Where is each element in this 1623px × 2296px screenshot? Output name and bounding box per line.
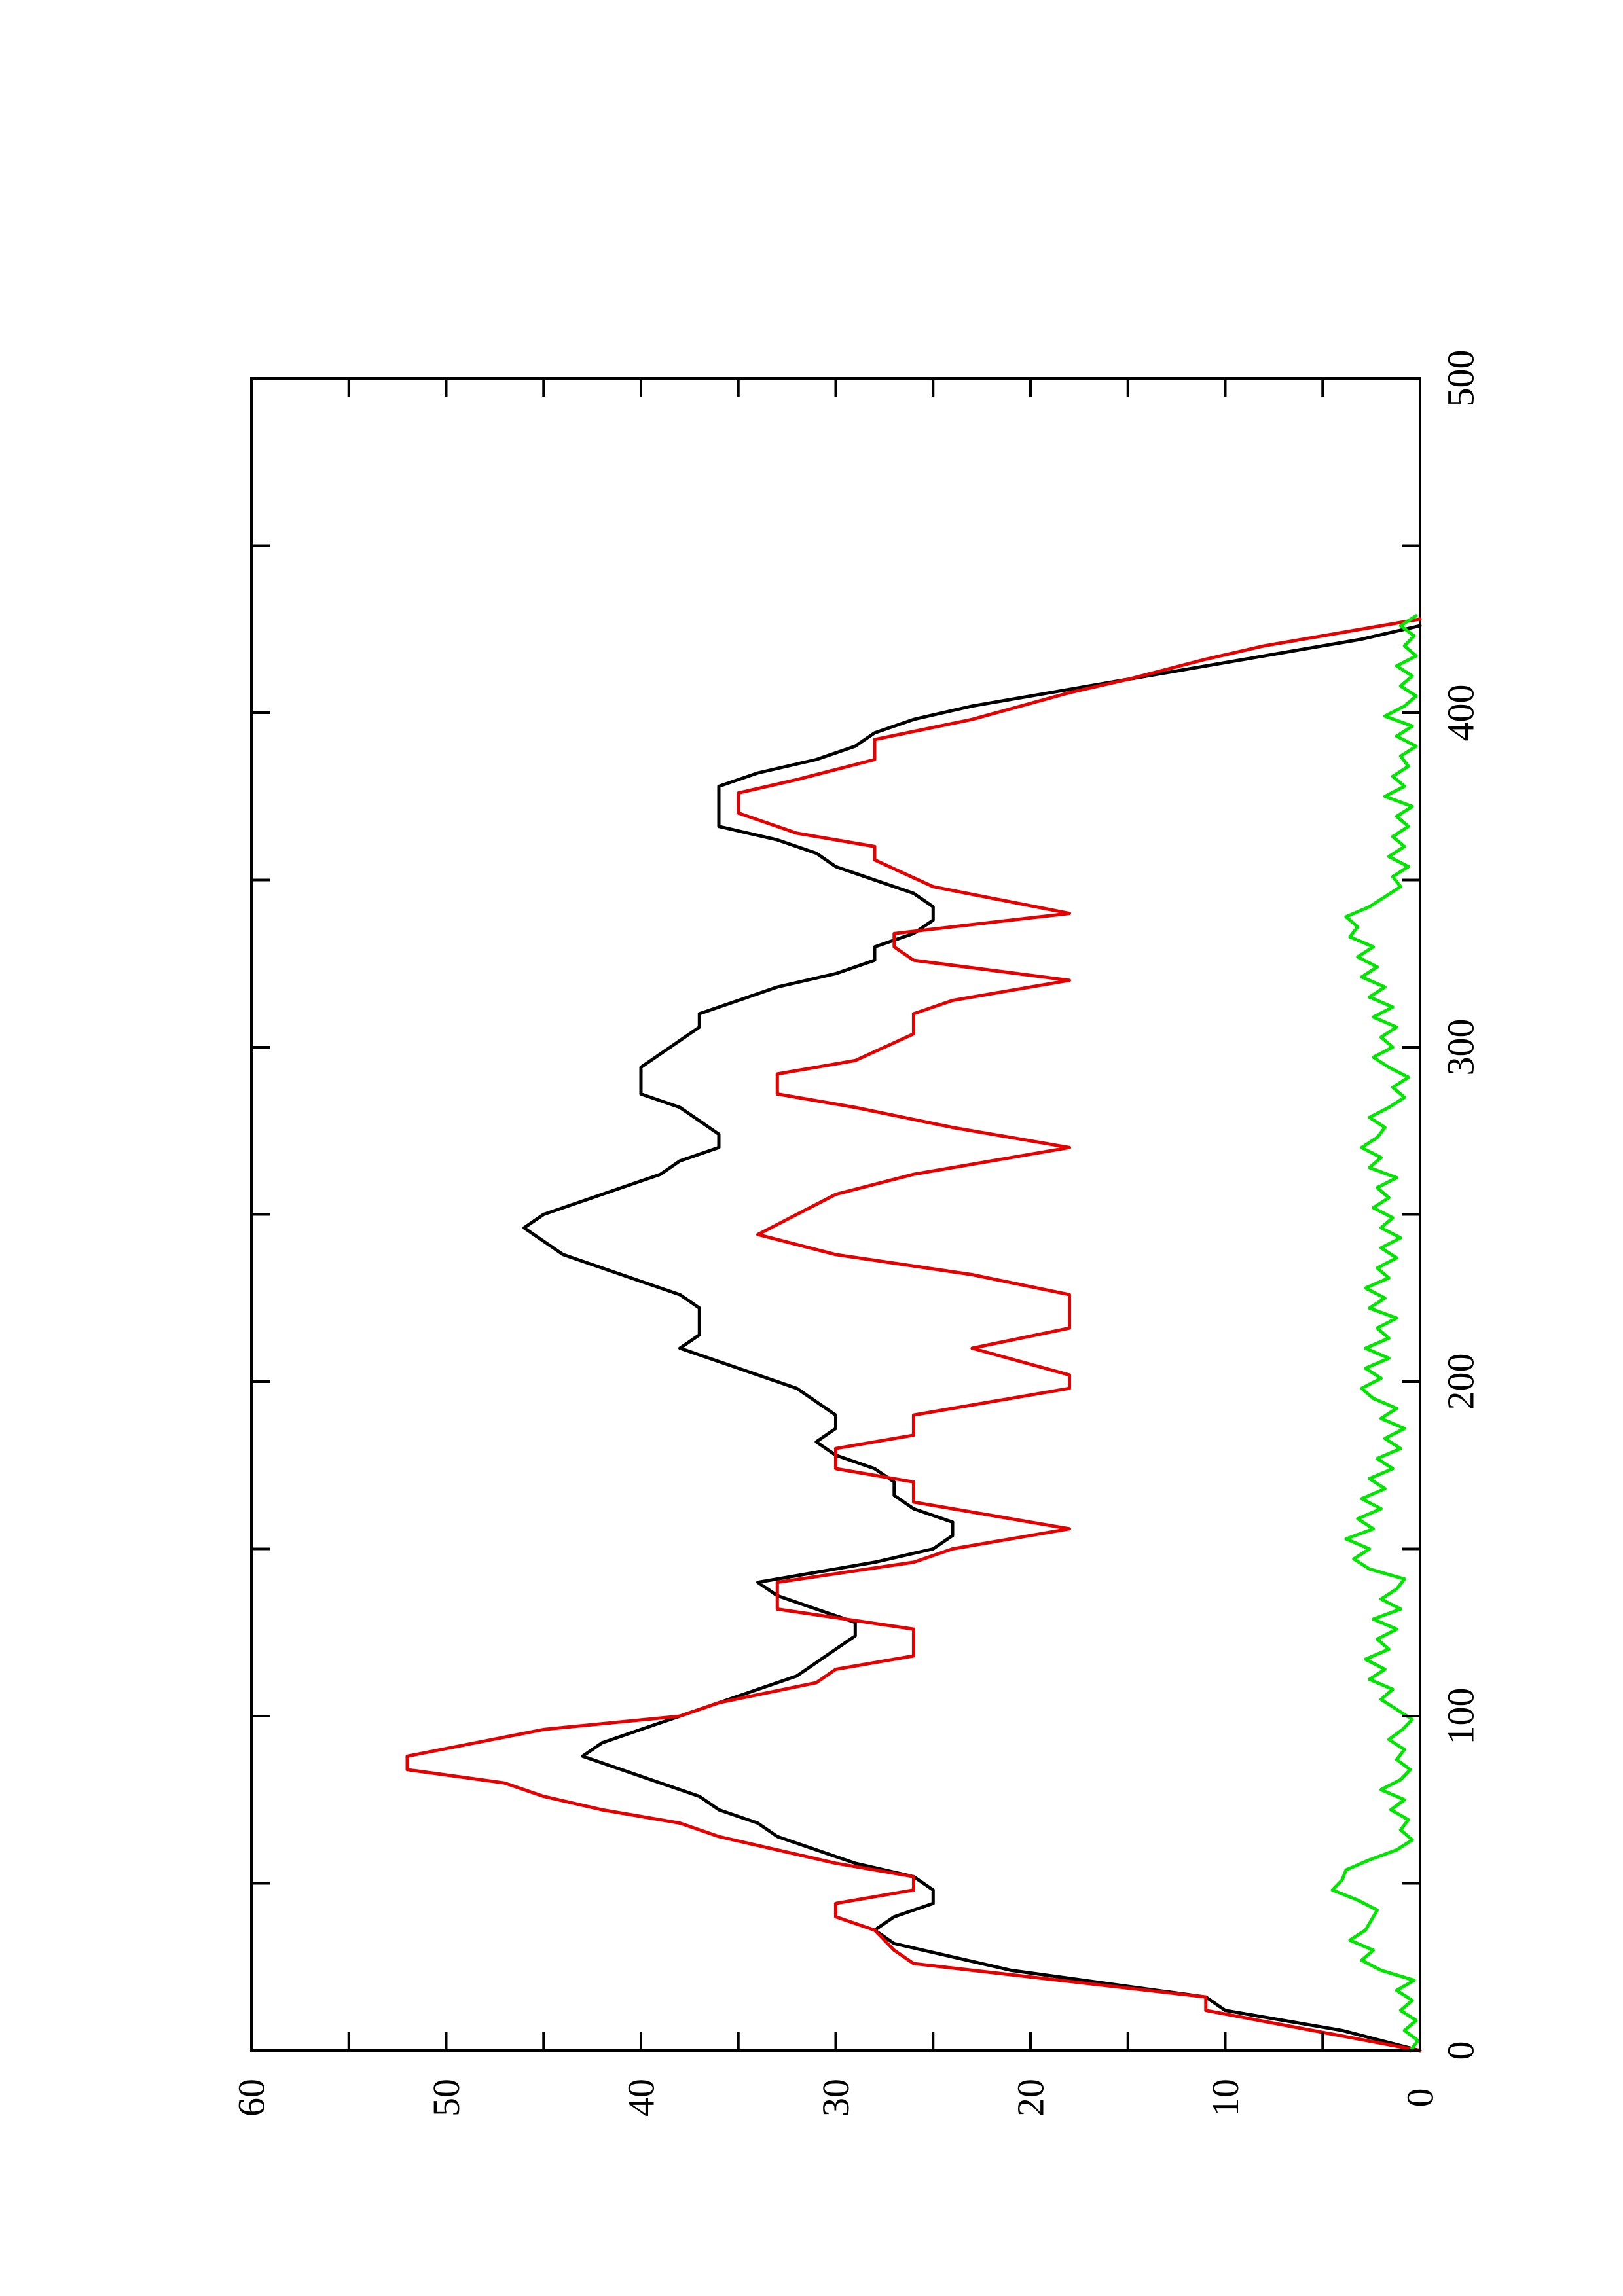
- y-tick-label: 10: [1204, 2079, 1247, 2117]
- plot-frame: [250, 377, 1421, 2052]
- series-line-2: [405, 617, 1422, 2053]
- x-axis: 0 100 200 300 400 500: [251, 350, 1482, 2060]
- y-tick-label: 50: [425, 2079, 467, 2117]
- y-tick-label: 30: [814, 2079, 857, 2117]
- x-tick-label: 0: [1440, 2041, 1482, 2060]
- y-tick-label: 20: [1010, 2079, 1052, 2117]
- y-axis: 0 10 20 30 40 50 60: [230, 378, 1442, 2117]
- y-tick-label: 0: [1399, 2089, 1442, 2108]
- x-tick-label: 100: [1440, 1688, 1482, 1745]
- series-line-3: [1330, 614, 1420, 2053]
- x-tick-label: 300: [1440, 1019, 1482, 1076]
- y-tick-label: 40: [620, 2079, 663, 2117]
- x-tick-label: 400: [1440, 685, 1482, 742]
- series-line-1: [522, 624, 1422, 2053]
- x-tick-label: 500: [1440, 350, 1482, 407]
- x-tick-label: 200: [1440, 1354, 1482, 1410]
- series-layer: [405, 614, 1422, 2053]
- y-tick-label: 60: [230, 2079, 273, 2117]
